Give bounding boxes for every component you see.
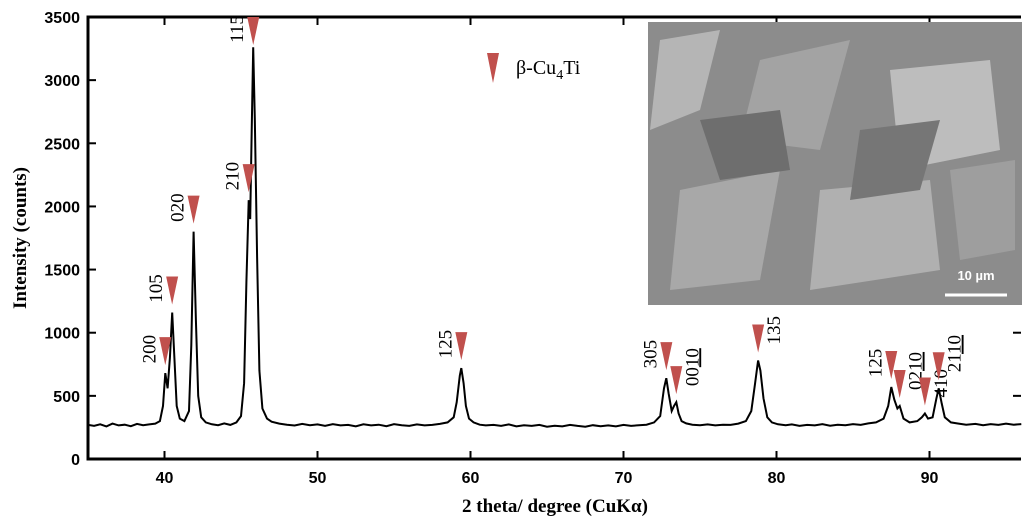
peak-marker [243,164,255,192]
y-tick-label: 500 [53,389,80,406]
peak-marker [919,378,931,406]
peak-label: 210 [223,162,244,191]
peak-label-underlined: 10 [682,348,703,367]
peak-marker [188,196,200,224]
peak-label-text: 200 [139,335,160,364]
peak-label-text: 135 [764,316,785,345]
peak-label: 105 [146,274,167,303]
y-tick-label: 3000 [44,73,80,90]
peak-label: 125 [435,330,456,359]
legend-label-part: Ti [563,57,581,79]
peak-label-underlined: 10 [945,335,966,354]
peak-label: 0010 [682,348,703,386]
sem-inset: 10 µm [648,22,1022,305]
y-tick-label: 2500 [44,136,80,153]
peak-label: 115 [227,15,248,43]
peak-label-text: 105 [146,274,167,303]
legend-label-part: β-Cu [516,57,556,79]
x-tick-label: 60 [462,470,480,487]
peak-label-text: 305 [640,340,661,369]
peak-label-text: 125 [865,349,886,378]
x-axis-title: 2 theta/ degree (CuKα) [462,496,648,517]
peak-label-text: 00 [682,367,703,386]
peak-label: 020 [168,193,189,222]
y-axis-title: Intensity (counts) [10,167,31,309]
x-tick-label: 50 [309,470,327,487]
x-tick-label: 90 [921,470,939,487]
peak-marker [752,324,764,352]
peak-label-text: 21 [945,354,966,373]
peak-label: 305 [640,340,661,369]
peak-label-text: 020 [168,193,189,222]
peak-label-text: 210 [223,162,244,191]
peak-label: 2110 [945,335,966,372]
peak-label: 410 [931,369,952,398]
y-tick-label: 1000 [44,326,80,343]
peak-marker [166,277,178,305]
x-tick-label: 80 [768,470,786,487]
peak-label-text: 125 [435,330,456,359]
peak-label: 200 [139,335,160,364]
scale-bar-label: 10 µm [957,268,994,283]
legend-label: β-Cu4Ti [516,57,581,83]
peak-marker [670,366,682,394]
y-tick-label: 0 [71,452,80,469]
peak-label-text: 115 [227,15,248,43]
peak-label: 135 [764,316,785,345]
peak-marker [660,342,672,370]
legend-marker [487,53,499,83]
y-tick-label: 3500 [44,10,80,27]
peak-label-underlined: 10 [906,352,927,371]
peak-marker [247,17,259,45]
y-tick-label: 1500 [44,263,80,280]
x-tick-label: 40 [156,470,174,487]
peak-marker [455,332,467,360]
y-tick-label: 2000 [44,199,80,216]
chart: 2 theta/ degree (CuKα) Intensity (counts… [0,0,1023,520]
peak-label-text: 410 [931,369,952,398]
x-tick-label: 70 [615,470,633,487]
peak-label: 125 [865,349,886,378]
peak-marker [894,370,906,398]
legend-label-part: 4 [556,68,563,83]
